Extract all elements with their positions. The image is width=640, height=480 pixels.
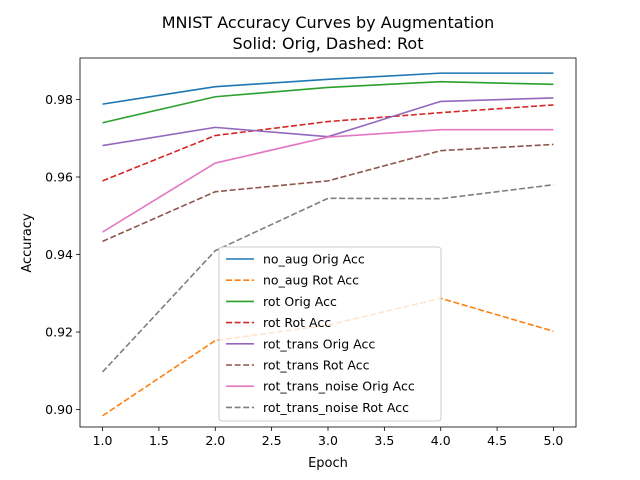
x-tick-label: 3.5 [374,433,394,448]
y-axis-label: Accuracy [20,213,35,273]
x-axis-label: Epoch [308,456,348,471]
legend-label-7: rot_trans_noise Rot Acc [263,400,409,415]
legend-label-5: rot_trans Rot Acc [263,358,370,373]
legend: no_aug Orig Acc no_aug Rot Acc rot Orig Ac… [218,246,442,422]
y-tick-label: 0.98 [45,92,73,107]
legend-box [218,246,442,422]
series-line-3 [102,104,554,182]
legend-label-6: rot_trans_noise Orig Acc [263,379,415,394]
y-axis: 0.90 0.92 0.94 0.96 0.98 [45,92,80,417]
series-line-5 [102,143,554,243]
legend-label-2: rot Orig Acc [263,294,337,309]
legend-label-3: rot Rot Acc [263,315,331,330]
series-line-7 [101,183,554,373]
x-tick-label: 1.0 [93,433,113,448]
x-axis: 1.0 1.5 2.0 2.5 3.0 3.5 4.0 4.5 5.0 [93,427,564,448]
x-tick-label: 2.5 [262,433,282,448]
series-line-6 [102,128,554,233]
y-tick-label: 0.94 [45,247,73,262]
legend-label-4: rot_trans Orig Acc [263,336,375,351]
series-line-0 [102,72,554,105]
chart-subtitle: Solid: Orig, Dashed: Rot [233,34,424,53]
chart-title: MNIST Accuracy Curves by Augmentation [162,13,495,32]
x-tick-label: 3.0 [318,433,338,448]
y-tick-label: 0.96 [45,169,73,184]
series-line-1 [102,297,554,417]
x-tick-label: 2.0 [205,433,225,448]
x-tick-label: 5.0 [544,433,564,448]
x-tick-label: 4.0 [431,433,451,448]
y-tick-label: 0.92 [45,325,73,340]
x-tick-label: 4.5 [487,433,507,448]
legend-label-0: no_aug Orig Acc [263,252,365,267]
y-tick-label: 0.90 [45,402,73,417]
series-line-2 [102,80,554,124]
series-layer [101,72,554,417]
x-tick-label: 1.5 [149,433,169,448]
legend-label-1: no_aug Rot Acc [263,273,359,288]
